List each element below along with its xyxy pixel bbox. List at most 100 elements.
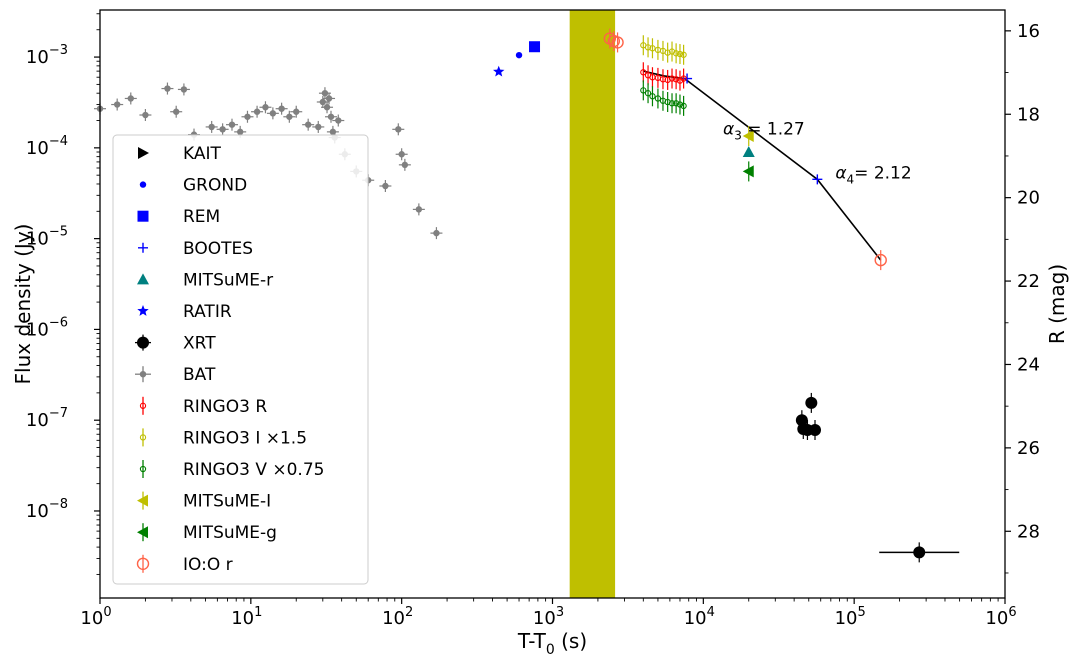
- data-point: [401, 161, 409, 169]
- y2-tick-label: 18: [1017, 104, 1040, 125]
- data-point: [672, 76, 680, 83]
- x-tick-label: 105: [835, 605, 866, 629]
- legend-marker: [138, 242, 148, 253]
- legend-marker: [139, 465, 147, 473]
- data-point: [812, 174, 823, 185]
- annotations-layer: α3 = 1.27 α4= 2.12: [723, 120, 912, 187]
- data-point: [672, 100, 680, 107]
- y2-tick-label: 20: [1017, 188, 1040, 209]
- legend: KAIT GROND REM BOOTES MITSuME-r RATIR XRT BAT RI…: [112, 134, 369, 585]
- legend-item: MITSuME-I: [137, 491, 271, 512]
- data-point: [742, 165, 754, 178]
- legend-label: RINGO3 V ×0.75: [183, 460, 324, 480]
- y-tick-label: 10−6: [26, 315, 68, 340]
- legend-label: BAT: [183, 365, 216, 385]
- y2-tick-label: 16: [1017, 21, 1040, 42]
- legend-marker: [137, 526, 148, 539]
- y-axis-label: Flux density (Jy): [11, 224, 35, 385]
- data-point: [795, 414, 808, 427]
- data-point: [269, 110, 277, 117]
- legend-label: RINGO3 I ×1.5: [183, 428, 307, 448]
- data-point: [742, 146, 755, 158]
- data-point: [127, 95, 134, 102]
- legend-label: RINGO3 R: [183, 397, 267, 417]
- legend-label: MITSuME-I: [183, 492, 271, 512]
- legend-label: MITSuME-r: [183, 270, 273, 290]
- data-point: [874, 253, 887, 267]
- data-point: [515, 51, 523, 59]
- legend-marker: [137, 273, 149, 285]
- data-point: [219, 126, 226, 133]
- data-point: [142, 111, 149, 119]
- data-point: [244, 113, 251, 120]
- data-point: [315, 123, 322, 131]
- x-tick-label: 101: [231, 605, 262, 629]
- data-point: [319, 98, 326, 106]
- data-point: [113, 101, 121, 108]
- series-5: [493, 65, 505, 77]
- data-point: [676, 50, 684, 58]
- y2-tick-label: 22: [1017, 271, 1040, 292]
- data-point: [680, 102, 687, 110]
- shaded-band-layer: [569, 10, 616, 598]
- data-point: [323, 104, 331, 111]
- series-12: [742, 161, 754, 182]
- data-point: [335, 117, 342, 124]
- data-point: [286, 113, 293, 120]
- y2-tick-label: 28: [1017, 521, 1040, 542]
- data-point: [529, 41, 541, 53]
- x-tick-label: 104: [684, 605, 715, 629]
- data-point: [654, 95, 662, 102]
- series-9: [640, 35, 687, 65]
- x-tick-label: 103: [533, 605, 564, 629]
- data-point: [664, 49, 671, 56]
- legend-marker: [137, 210, 149, 222]
- shaded-band: [569, 10, 616, 598]
- data-point: [644, 44, 652, 51]
- data-point: [668, 100, 676, 107]
- legend-label: KAIT: [183, 144, 221, 164]
- legend-item: REM: [137, 207, 220, 227]
- y-tick-label: 10−3: [26, 43, 68, 68]
- legend-item: RINGO3 V ×0.75: [139, 460, 324, 480]
- y2-tick-label: 26: [1017, 438, 1040, 459]
- y-tick-label: 10−4: [26, 134, 68, 159]
- data-point: [228, 121, 236, 128]
- series-11: [742, 126, 754, 147]
- legend-marker: [139, 181, 147, 188]
- legend-label: XRT: [183, 334, 216, 354]
- data-point: [172, 108, 180, 115]
- data-point: [742, 130, 754, 143]
- data-point: [676, 101, 684, 108]
- legend-item: MITSuME-r: [137, 270, 273, 290]
- annotation: α3 = 1.27: [723, 120, 805, 143]
- data-point: [398, 151, 405, 158]
- legend-marker: [139, 402, 147, 409]
- annotation: α4= 2.12: [835, 163, 911, 186]
- data-point: [805, 396, 818, 409]
- legend-item: XRT: [135, 334, 216, 354]
- y2-axis-label: R (mag): [1045, 264, 1069, 344]
- y-tick-label: 10−8: [26, 497, 68, 522]
- legend-item: BOOTES: [138, 239, 253, 259]
- legend-marker: [137, 336, 149, 349]
- series-4: [742, 146, 755, 158]
- legend-label: MITSuME-g: [183, 523, 277, 543]
- data-point: [809, 423, 822, 436]
- x-tick-label: 106: [985, 605, 1016, 629]
- data-point: [278, 105, 285, 112]
- data-point: [644, 90, 652, 97]
- legend-marker: [137, 494, 148, 507]
- plot-frame: [99, 9, 1006, 599]
- legend-marker: [137, 305, 149, 316]
- data-point: [649, 45, 656, 52]
- legend-item: GROND: [139, 176, 247, 196]
- data-point: [672, 50, 680, 57]
- legend-label: IO:O r: [183, 555, 233, 575]
- data-point: [325, 95, 333, 102]
- data-point: [649, 93, 656, 100]
- data-point: [415, 206, 423, 213]
- data-point: [304, 121, 312, 128]
- series-1: [515, 51, 523, 59]
